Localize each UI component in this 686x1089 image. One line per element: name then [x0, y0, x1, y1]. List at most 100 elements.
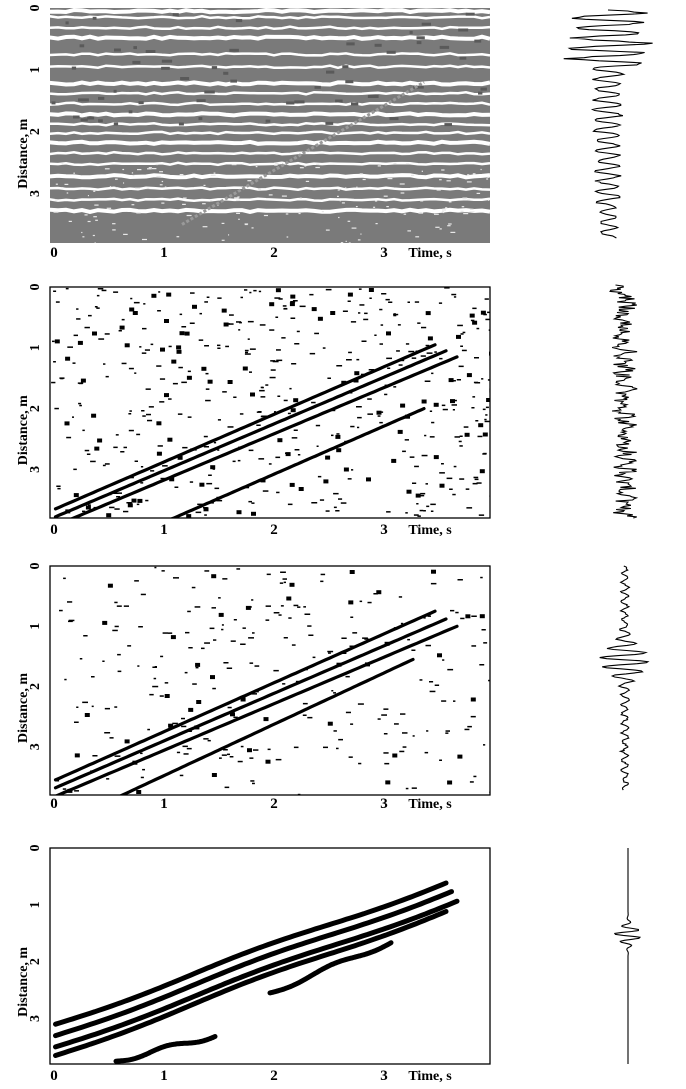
noise-mark: [68, 620, 73, 623]
speckle: [64, 183, 69, 185]
noise-mark: [104, 463, 110, 465]
noise-mark: [90, 460, 96, 463]
x-tick-label: 0: [50, 522, 58, 538]
noise-mark: [441, 700, 447, 702]
noise-mark: [333, 506, 337, 509]
noise-mark: [483, 642, 488, 644]
noise-mark: [64, 421, 70, 426]
noise-mark: [113, 446, 118, 449]
noise-patch: [374, 43, 382, 47]
speckle: [393, 162, 397, 164]
speckle: [156, 175, 161, 178]
noise-mark: [457, 579, 463, 581]
arrival-line: [267, 940, 394, 996]
speckle: [179, 174, 184, 176]
noise-mark: [178, 366, 183, 369]
noise-mark: [104, 333, 110, 335]
noise-mark: [115, 434, 119, 436]
speckle: [305, 180, 310, 182]
noise-mark: [265, 605, 271, 607]
noise-mark: [351, 469, 354, 471]
noise-mark: [439, 357, 443, 360]
noise-mark: [204, 642, 210, 644]
speckle: [53, 211, 59, 213]
noise-mark: [167, 437, 173, 442]
noise-mark: [427, 336, 433, 341]
noise-mark: [386, 511, 391, 513]
speckle: [357, 239, 361, 241]
noise-mark: [177, 413, 183, 415]
noise-mark: [142, 415, 146, 417]
noise-mark: [247, 748, 252, 753]
noise-mark: [72, 362, 76, 364]
noise-mark: [367, 601, 372, 604]
noise-mark: [168, 723, 174, 728]
speckle: [137, 169, 142, 171]
x-tick-label: 3: [380, 245, 388, 261]
noise-mark: [204, 301, 208, 303]
noise-mark: [309, 293, 314, 296]
noise-mark: [217, 344, 221, 347]
noise-mark: [56, 485, 61, 487]
noise-mark: [286, 596, 292, 601]
y-tick-label: 0: [28, 284, 43, 291]
speckle: [92, 234, 95, 237]
x-tick-label: 3: [380, 1068, 388, 1084]
noise-mark: [285, 452, 291, 457]
noise-mark: [149, 693, 154, 696]
noise-mark: [80, 378, 86, 383]
noise-mark: [258, 458, 265, 460]
noise-mark: [114, 625, 119, 628]
noise-mark: [96, 294, 100, 297]
noise-mark: [480, 310, 486, 315]
noise-mark: [281, 337, 286, 339]
noise-mark: [242, 627, 246, 629]
noise-mark: [376, 590, 382, 595]
noise-mark: [248, 500, 252, 503]
noise-mark: [368, 369, 375, 371]
noise-mark: [145, 499, 149, 502]
noise-mark: [393, 313, 396, 315]
noise-mark: [289, 387, 292, 390]
noise-mark: [357, 416, 362, 419]
reflection-band: [50, 173, 490, 180]
noise-mark: [442, 408, 448, 411]
noise-mark: [471, 645, 477, 647]
y-tick-label: 2: [28, 683, 43, 690]
noise-mark: [421, 326, 427, 329]
speckle: [415, 236, 420, 238]
noise-mark: [405, 787, 409, 790]
noise-mark: [189, 322, 195, 324]
noise-mark: [206, 296, 210, 298]
speckle: [362, 178, 366, 181]
noise-mark: [347, 300, 351, 302]
noise-mark: [381, 714, 387, 716]
noise-mark: [204, 570, 210, 572]
noise-mark: [140, 593, 146, 596]
noise-mark: [278, 614, 282, 616]
noise-mark: [480, 576, 483, 579]
noise-mark: [192, 304, 197, 309]
noise-mark: [76, 706, 79, 708]
noise-mark: [336, 448, 342, 453]
speckle: [131, 204, 135, 206]
noise-mark: [140, 752, 143, 755]
speckle: [386, 206, 389, 208]
noise-mark: [489, 388, 490, 393]
speckle: [213, 172, 216, 174]
noise-mark: [190, 292, 195, 294]
speckle: [236, 199, 241, 201]
speckle: [274, 164, 278, 166]
noise-mark: [248, 637, 254, 639]
noise-mark: [456, 334, 461, 339]
noise-mark: [129, 307, 135, 312]
noise-mark: [244, 353, 251, 355]
noise-mark: [159, 378, 166, 380]
noise-mark: [227, 753, 230, 756]
noise-mark: [343, 467, 349, 472]
noise-mark: [74, 790, 79, 792]
noise-mark: [293, 398, 299, 403]
speckle: [61, 187, 64, 189]
noise-mark: [465, 614, 471, 619]
noise-mark: [64, 678, 67, 681]
